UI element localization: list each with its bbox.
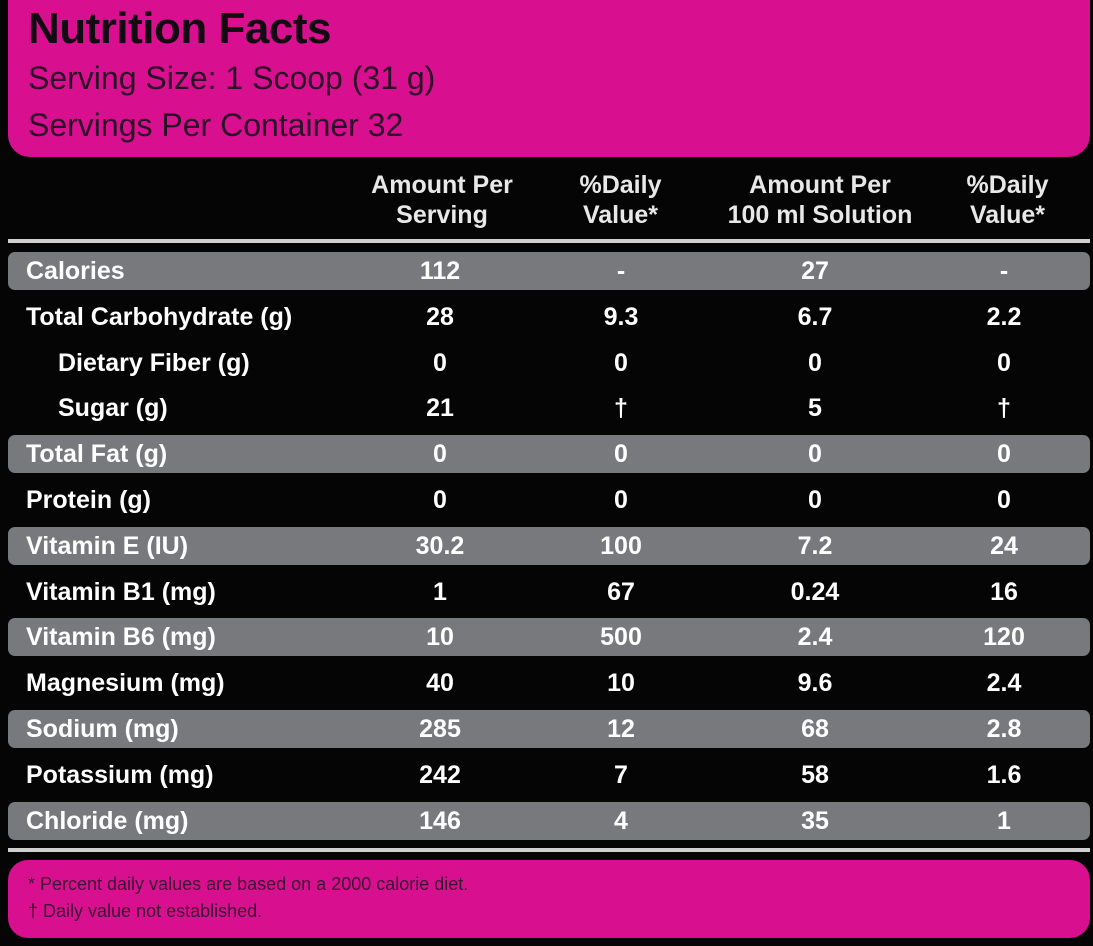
nutrient-value: 0 [433,349,447,377]
nutrient-value: 120 [983,623,1025,651]
nutrient-value: 6.7 [797,303,833,331]
nutrient-value: 0 [997,486,1011,514]
servings-per-container: Servings Per Container 32 [28,107,404,143]
column-header-line: Amount Per [371,171,513,199]
nutrition-header: Nutrition Facts Serving Size: 1 Scoop (3… [8,0,1090,157]
nutrient-value: † [614,394,628,422]
table-row: Magnesium (mg) 40 10 9.6 2.4 [8,664,1090,702]
nutrient-value: 146 [419,807,461,835]
nutrient-value: 100 [600,532,642,560]
nutrient-value: 0 [997,440,1011,468]
nutrient-value: 2.2 [986,303,1022,331]
serving-size: Serving Size: 1 Scoop (31 g) [28,60,436,96]
table-row: Vitamin E (IU) 30.2 100 7.2 24 [8,527,1090,565]
table-row: Total Fat (g) 0 0 0 0 [8,435,1090,473]
column-header-line: %Daily [579,171,662,199]
nutrient-value: 12 [607,715,635,743]
nutrient-value: 5 [808,394,822,422]
nutrient-value: - [999,257,1009,285]
nutrient-label: Total Fat (g) [26,440,168,468]
nutrient-value: 0 [808,440,822,468]
nutrient-label: Total Carbohydrate (g) [26,303,293,331]
nutrient-value: 2.8 [986,715,1022,743]
nutrient-value: 2.4 [797,623,833,651]
nutrient-value: 9.3 [603,303,639,331]
column-header-daily-value-solution: %Daily Value* [940,170,1075,230]
nutrient-value: 35 [801,807,829,835]
column-header-daily-value: %Daily Value* [543,170,698,230]
nutrient-label: Calories [26,257,125,285]
table-row: Vitamin B1 (mg) 1 67 0.24 16 [8,573,1090,611]
nutrient-label: Vitamin B1 (mg) [26,578,216,606]
table-row: Sodium (mg) 285 12 68 2.8 [8,710,1090,748]
table-row: Dietary Fiber (g) 0 0 0 0 [8,344,1090,382]
nutrient-value: - [616,257,626,285]
nutrient-value: 28 [426,303,454,331]
nutrient-value: 10 [607,669,635,697]
column-header-line: %Daily [966,171,1049,199]
nutrient-value: 0 [614,440,628,468]
nutrient-value: 112 [419,257,461,285]
table-row: Vitamin B6 (mg) 10 500 2.4 120 [8,618,1090,656]
footnote-dagger: † Daily value not established. [28,901,263,921]
nutrient-value: 242 [419,761,461,789]
nutrient-value: 1.6 [986,761,1022,789]
nutrient-label: Magnesium (mg) [26,669,225,697]
nutrient-value: † [997,394,1011,422]
nutrient-value: 285 [419,715,461,743]
nutrient-value: 0 [808,486,822,514]
column-header-line: Value* [969,201,1046,229]
table-row: Total Carbohydrate (g) 28 9.3 6.7 2.2 [8,298,1090,336]
column-header-amount-per-serving: Amount Per Serving [352,170,532,230]
nutrient-value: 7.2 [797,532,833,560]
table-row: Potassium (mg) 242 7 58 1.6 [8,756,1090,794]
nutrient-value: 68 [801,715,829,743]
column-header-line: 100 ml Solution [727,201,913,229]
nutrient-value: 1 [433,578,447,606]
column-header-line: Amount Per [749,171,891,199]
column-header-amount-per-100ml: Amount Per 100 ml Solution [700,170,940,230]
table-row: Sugar (g) 21 † 5 † [8,389,1090,427]
nutrient-value: 2.4 [986,669,1022,697]
table-row: Protein (g) 0 0 0 0 [8,481,1090,519]
nutrient-value: 9.6 [797,669,833,697]
nutrient-value: 1 [997,807,1011,835]
divider [8,848,1090,852]
nutrient-label: Dietary Fiber (g) [58,349,250,377]
page-title: Nutrition Facts [28,4,331,53]
nutrient-value: 4 [614,807,628,835]
nutrient-label: Vitamin E (IU) [26,532,189,560]
nutrient-value: 21 [426,394,454,422]
nutrient-value: 0 [433,440,447,468]
nutrient-value: 16 [990,578,1018,606]
nutrient-value: 500 [600,623,642,651]
nutrient-value: 0 [614,486,628,514]
nutrient-label: Sugar (g) [58,394,168,422]
nutrient-value: 27 [801,257,829,285]
nutrient-value: 67 [607,578,635,606]
column-header-line: Value* [582,201,659,229]
nutrient-label: Sodium (mg) [26,715,179,743]
nutrient-value: 10 [426,623,454,651]
nutrient-value: 0.24 [790,578,840,606]
nutrient-value: 40 [426,669,454,697]
nutrient-label: Vitamin B6 (mg) [26,623,216,651]
nutrient-value: 0 [997,349,1011,377]
footnote-percent: * Percent daily values are based on a 20… [28,874,469,894]
footnotes: * Percent daily values are based on a 20… [8,860,1090,938]
nutrient-value: 0 [808,349,822,377]
column-header-line: Serving [396,201,488,229]
nutrient-value: 24 [990,532,1018,560]
nutrient-value: 58 [801,761,829,789]
table-row: Calories 112 - 27 - [8,252,1090,290]
nutrient-label: Potassium (mg) [26,761,214,789]
nutrient-label: Chloride (mg) [26,807,189,835]
nutrient-label: Protein (g) [26,486,151,514]
nutrient-value: 0 [614,349,628,377]
divider [8,239,1090,243]
nutrient-value: 7 [614,761,628,789]
table-row: Chloride (mg) 146 4 35 1 [8,802,1090,840]
nutrient-value: 0 [433,486,447,514]
nutrient-value: 30.2 [415,532,465,560]
